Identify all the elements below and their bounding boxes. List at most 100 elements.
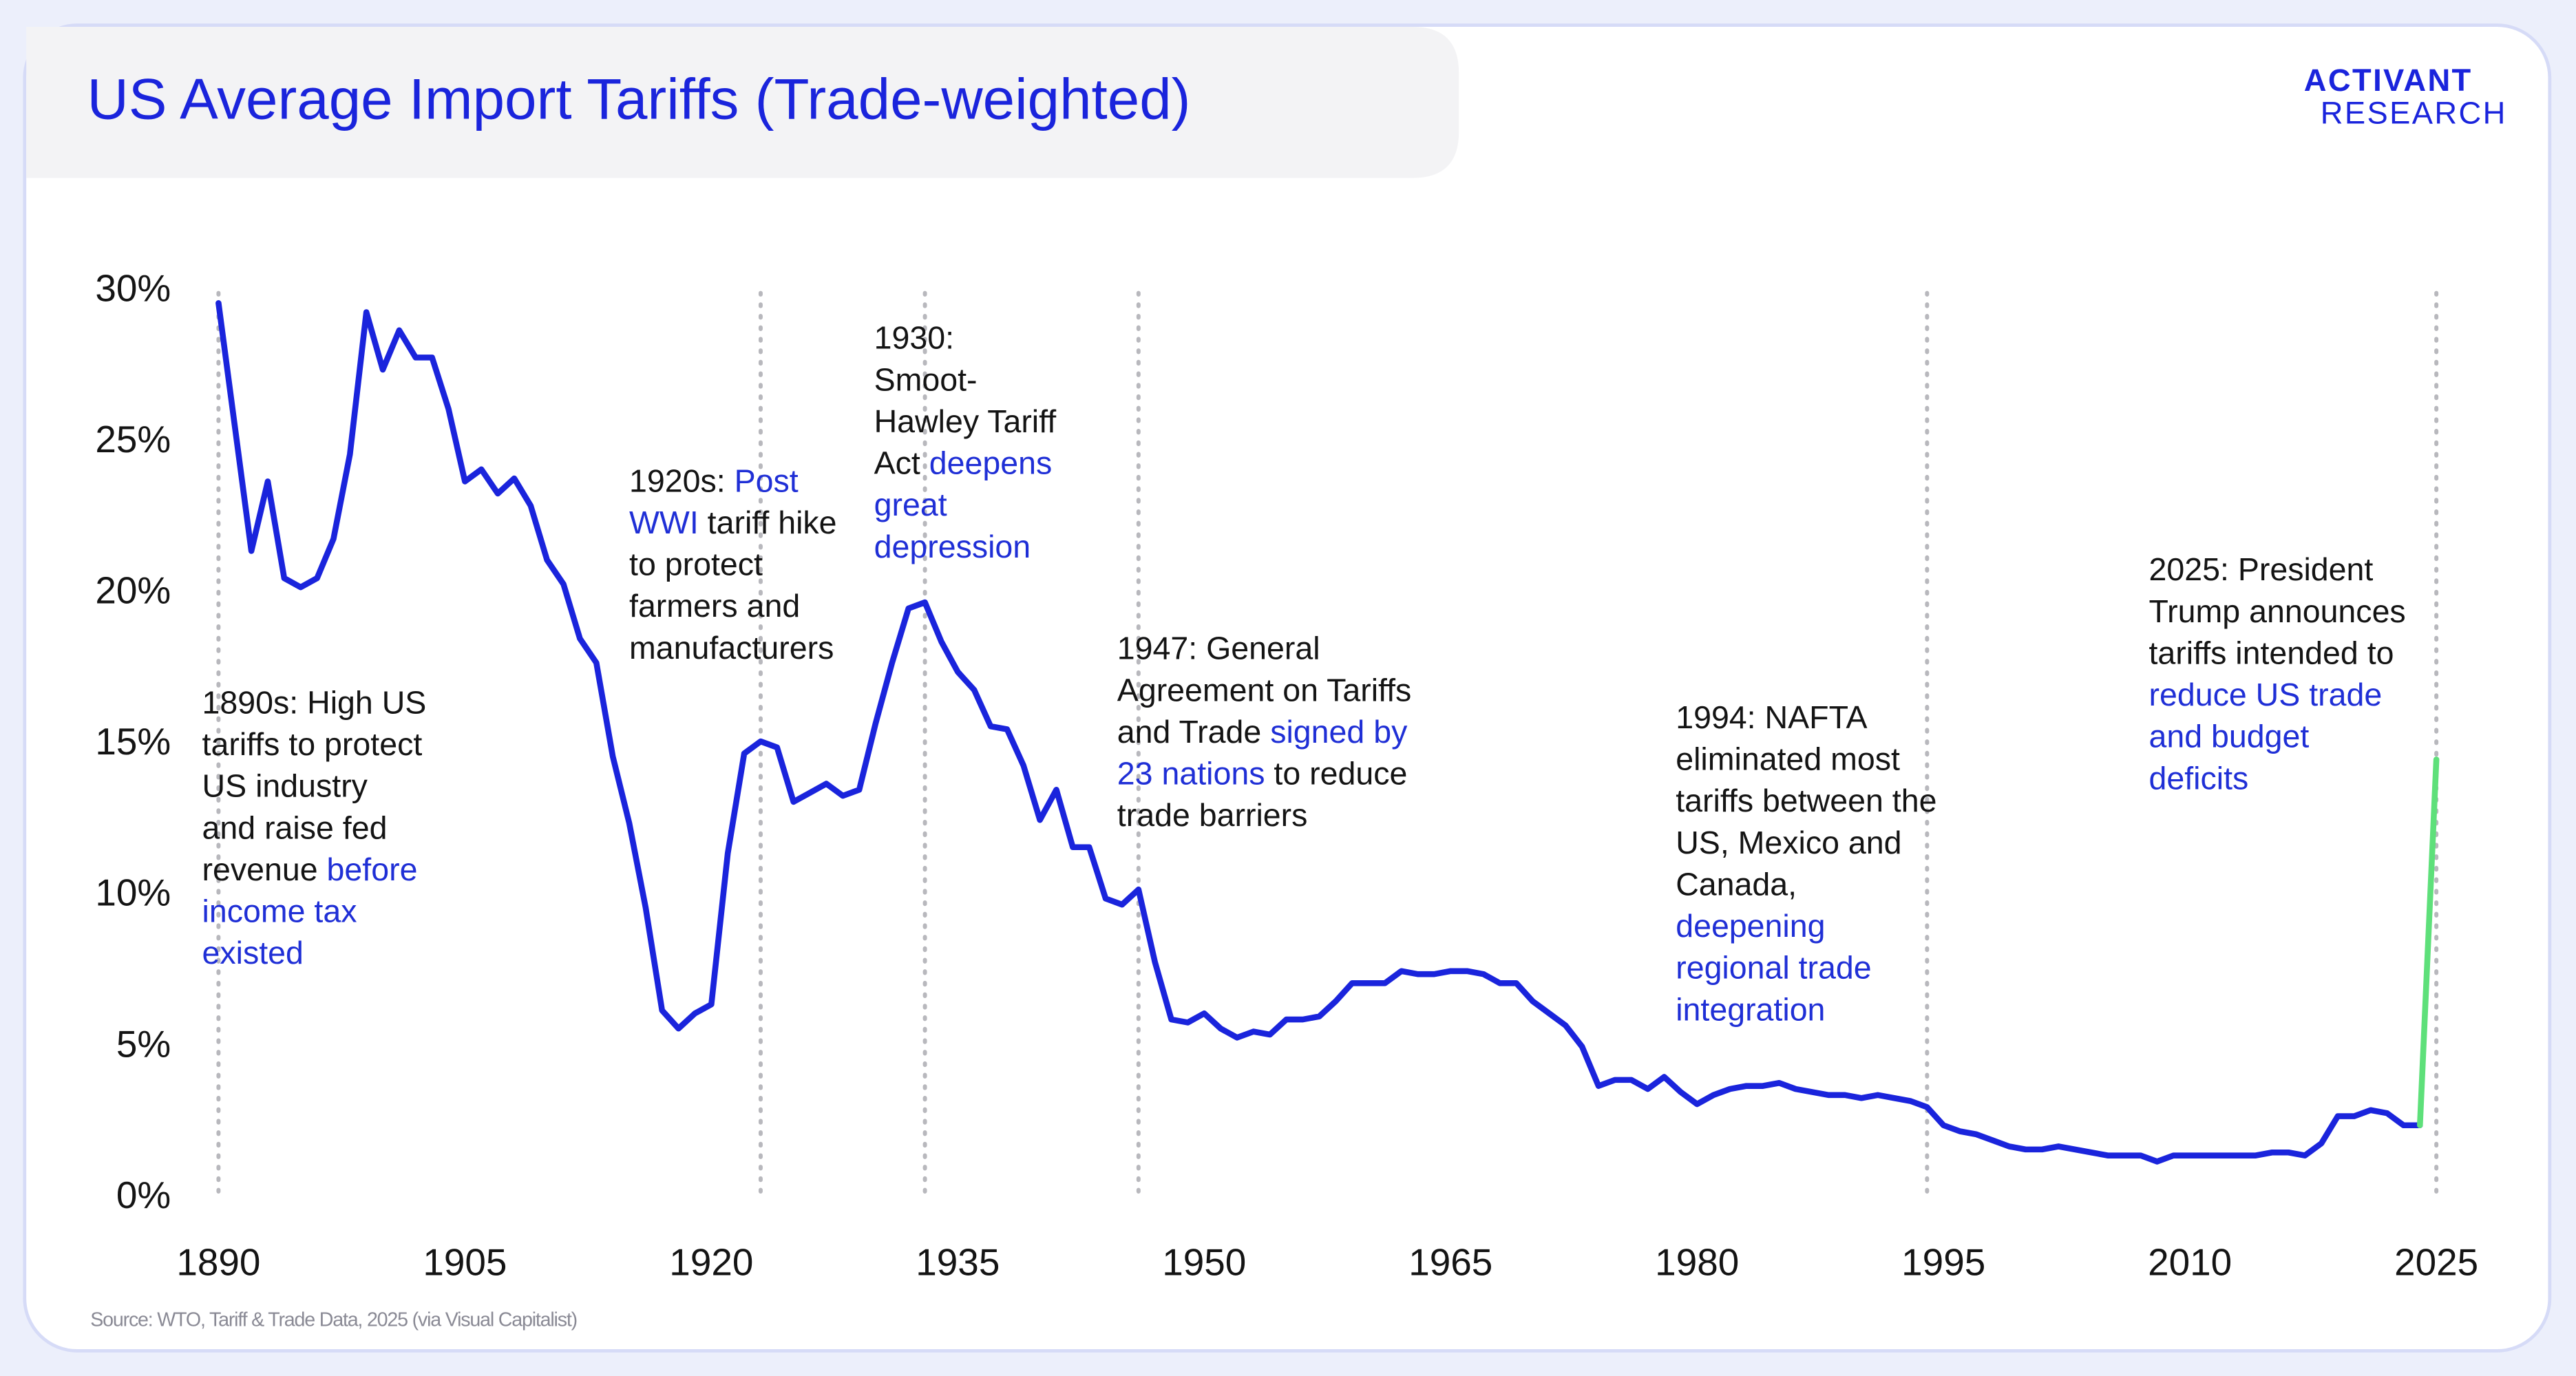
- y-tick-label: 15%: [95, 720, 171, 763]
- annotation-text: US, Mexico and: [1676, 825, 1901, 860]
- annotation-segment: NAFTA: [1756, 699, 1868, 735]
- annotation-segment: and budget: [2149, 719, 2310, 754]
- source: Source: WTO, Tariff & Trade Data, 2025 (…: [90, 1309, 577, 1331]
- x-tick-label: 1905: [423, 1241, 507, 1284]
- data-line: [2416, 756, 2440, 1129]
- y-tick-label: 20%: [95, 569, 171, 612]
- annotation-text: Hawley Tariff: [874, 403, 1057, 439]
- annotation-text: tariffs to protect: [202, 726, 423, 762]
- annotation-text: 2025: President: [2149, 551, 2374, 587]
- y-tick-label: 30%: [95, 266, 171, 309]
- annotation-segment: Trump announces: [2149, 593, 2406, 629]
- y-tick-label: 0%: [116, 1174, 171, 1216]
- annotation-segment: tariff hike: [699, 505, 837, 540]
- annotation-text: income tax: [202, 893, 357, 929]
- annotation-text: 1994: NAFTA: [1676, 699, 1867, 735]
- annotation-text: 1947: General: [1117, 631, 1320, 666]
- annotation-segment: and raise fed: [202, 809, 388, 845]
- annotation-text: eliminated most: [1676, 741, 1900, 777]
- annotation-text: Canada,: [1676, 866, 1797, 902]
- annotation-segment: Canada,: [1676, 866, 1797, 902]
- annotation-segment: before: [327, 851, 418, 887]
- annotation-segment: Hawley Tariff: [874, 403, 1057, 439]
- annotation-segment: eliminated most: [1676, 741, 1900, 777]
- brand-sub: RESEARCH: [2321, 96, 2507, 131]
- annotation-text: 1920s: Post: [629, 463, 799, 498]
- annotation-segment: 1890s:: [202, 684, 299, 720]
- y-tick-label: 5%: [116, 1022, 171, 1065]
- data-line: [215, 300, 2423, 1165]
- annotation-segment: great: [874, 487, 947, 522]
- annotation-text: US industry: [202, 768, 368, 804]
- annotation-text: depression: [874, 529, 1031, 564]
- annotation-segment: to protect: [629, 547, 763, 582]
- annotation-segment: tariffs intended to: [2149, 635, 2394, 670]
- annotation-segment: tariffs to protect: [202, 726, 423, 762]
- x-tick-label: 1950: [1162, 1241, 1246, 1284]
- annotation-text: reduce US trade: [2149, 677, 2383, 712]
- annotation-segment: 1947:: [1117, 631, 1197, 666]
- annotation-text: revenue before: [202, 851, 418, 887]
- brand-name: ACTIVANT: [2304, 63, 2473, 98]
- annotation-segment: and Trade: [1117, 714, 1270, 750]
- annotation-segment: depression: [874, 529, 1031, 564]
- annotation-text: and budget: [2149, 719, 2310, 754]
- annotation-segment: Act: [874, 445, 929, 481]
- annotation-segment: 1920s:: [629, 463, 726, 498]
- card: [23, 23, 2552, 1353]
- annotation-segment: reduce US trade: [2149, 677, 2383, 712]
- annotation-segment: trade barriers: [1117, 797, 1308, 833]
- annotation-segment: existed: [202, 935, 304, 971]
- annotation-segment: deepening: [1676, 908, 1825, 944]
- annotation-text: Smoot-: [874, 361, 978, 397]
- annotation-segment: farmers and: [629, 588, 800, 624]
- annotation-segment: deepens: [929, 445, 1052, 481]
- annotation-text: Act deepens: [874, 445, 1053, 481]
- annotation-segment: integration: [1676, 991, 1825, 1027]
- annotation-segment: 1994:: [1676, 699, 1755, 735]
- x-tick-label: 1920: [669, 1241, 753, 1284]
- annotation-segment: High US: [298, 684, 426, 720]
- annotation-text: tariffs intended to: [2149, 635, 2394, 670]
- annotation-text: deepening: [1676, 908, 1825, 944]
- annotation-segment: President: [2229, 551, 2374, 587]
- x-tick-label: 1890: [176, 1241, 260, 1284]
- annotation-segment: US industry: [202, 768, 368, 804]
- annotation-segment: General: [1197, 631, 1320, 666]
- x-tick-label: 1965: [1408, 1241, 1492, 1284]
- annotation-segment: 23 nations: [1117, 756, 1265, 792]
- annotation-text: tariffs between the: [1676, 783, 1936, 818]
- x-tick-label: 2010: [2148, 1241, 2232, 1284]
- chart-title: US Average Import Tariffs (Trade-weighte…: [87, 67, 1190, 131]
- annotation-segment: manufacturers: [629, 630, 834, 666]
- annotation-text: integration: [1676, 991, 1825, 1027]
- annotation-text: WWI tariff hike: [629, 505, 837, 540]
- x-tick-label: 1980: [1655, 1241, 1739, 1284]
- annotation-text: and Trade signed by: [1117, 714, 1408, 750]
- y-tick-label: 25%: [95, 418, 171, 461]
- y-tick-label: 10%: [95, 871, 171, 914]
- annotation-text: trade barriers: [1117, 797, 1308, 833]
- annotation-text: existed: [202, 935, 304, 971]
- annotation-segment: Post: [726, 463, 799, 498]
- annotation-segment: WWI: [629, 505, 699, 540]
- annotation-segment: 2025:: [2149, 551, 2229, 587]
- x-tick-label: 1995: [1901, 1241, 1985, 1284]
- annotation-segment: regional trade: [1676, 950, 1871, 986]
- annotation-segment: Agreement on Tariffs: [1117, 672, 1412, 708]
- annotation-text: 1930:: [874, 320, 954, 356]
- annotation-segment: income tax: [202, 893, 357, 929]
- annotation-segment: to reduce: [1265, 756, 1407, 792]
- annotation-segment: Smoot-: [874, 361, 978, 397]
- x-tick-label: 1935: [916, 1241, 1000, 1284]
- annotation-segment: tariffs between the: [1676, 783, 1936, 818]
- annotation-text: to protect: [629, 547, 763, 582]
- annotation-text: and raise fed: [202, 809, 388, 845]
- annotation-segment: deficits: [2149, 760, 2249, 796]
- annotation-segment: 1930:: [874, 320, 954, 356]
- annotation-text: 1890s: High US: [202, 684, 427, 720]
- x-tick-label: 2025: [2394, 1241, 2478, 1284]
- annotation-text: regional trade: [1676, 950, 1871, 986]
- annotation-text: great: [874, 487, 947, 522]
